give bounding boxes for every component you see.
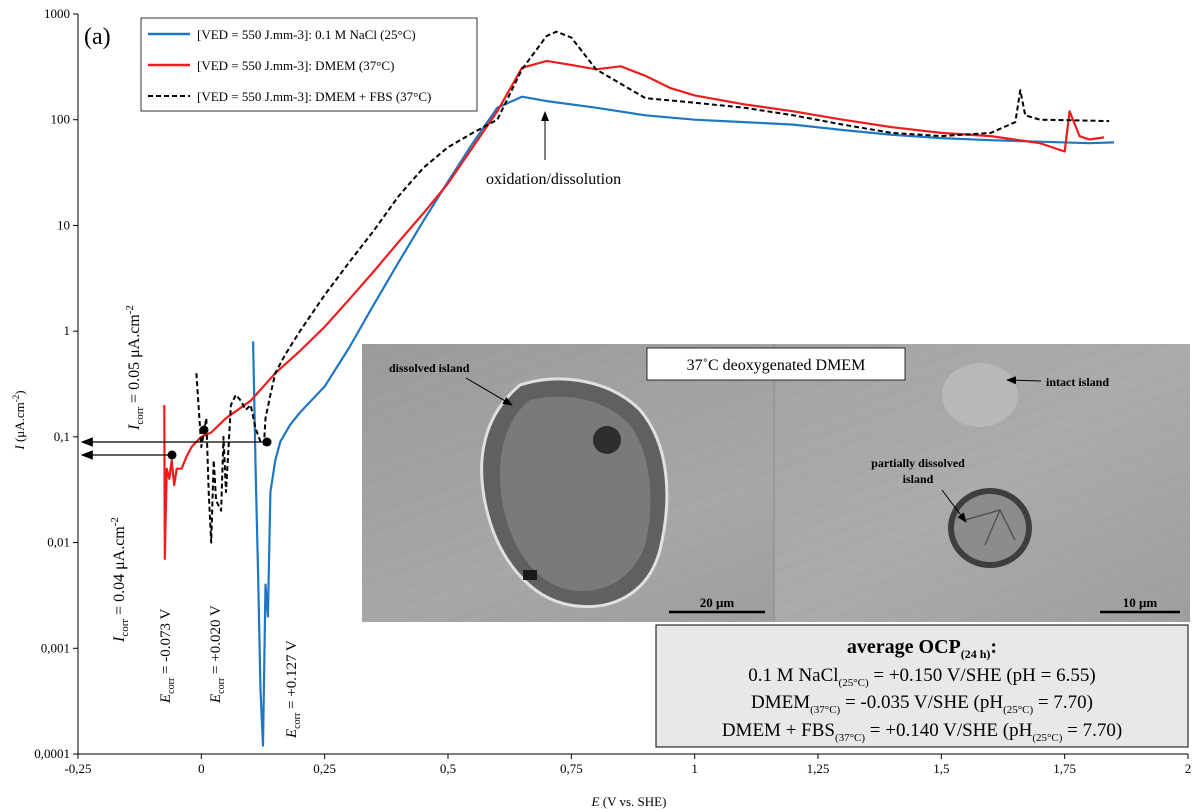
x-tick-label: 0,75 xyxy=(560,761,583,776)
x-tick-label: 1 xyxy=(691,761,698,776)
y-tick-labels: 0,0001 0,001 0,01 0,1 1 10 100 1000 xyxy=(34,6,78,761)
y-axis-title: I (μA.cm-2) xyxy=(11,390,27,450)
scalebar-right-label: 10 μm xyxy=(1123,595,1158,610)
ecorr-label-dmem: Ecorr = -0.073 V xyxy=(158,609,177,704)
y-tick-label: 10 xyxy=(57,217,70,232)
inset-title: 37˚C deoxygenated DMEM xyxy=(687,357,866,374)
x-tick-label: 1,25 xyxy=(807,761,830,776)
pit-inclusion xyxy=(593,426,621,454)
arrow-dissolved-island xyxy=(465,377,513,406)
ocp-title: average OCP(24 h): xyxy=(847,636,997,661)
label-intact-island: intact island xyxy=(1046,375,1109,389)
y-tick-label: 1 xyxy=(64,323,71,338)
legend: [VED = 550 J.mm-3]: 0.1 M NaCl (25°C) [V… xyxy=(140,17,478,112)
y-tick-label: 0,0001 xyxy=(34,746,70,761)
oxidation-label: oxidation/dissolution xyxy=(486,171,621,188)
y-tick-label: 0,01 xyxy=(47,535,70,550)
series-line-nacl xyxy=(252,95,1115,747)
ocp-box-bg xyxy=(655,624,1189,748)
x-tick-label: 1,5 xyxy=(933,761,949,776)
x-axis-title: E (V vs. SHE) xyxy=(591,794,667,809)
legend-box xyxy=(140,17,478,112)
y-tick-label: 1000 xyxy=(44,6,70,21)
ocp-box: average OCP(24 h): 0.1 M NaCl(25°C) = +0… xyxy=(655,624,1189,748)
panel-label: (a) xyxy=(84,24,111,50)
legend-label-fbs: [VED = 550 J.mm-3]: DMEM + FBS (37°C) xyxy=(197,89,431,104)
x-tick-label: 0,5 xyxy=(440,761,456,776)
arrow-partial-island xyxy=(941,489,967,523)
ocp-line-dmem: DMEM(37°C) = -0.035 V/SHE (pH(25°C) = 7.… xyxy=(751,692,1093,716)
intact-island xyxy=(942,363,1018,427)
partial-island-cracks xyxy=(964,509,1016,546)
x-tick-label: 0 xyxy=(198,761,205,776)
x-tick-label: 0,25 xyxy=(313,761,336,776)
y-tick-label: 0,001 xyxy=(41,640,70,655)
x-tick-label: -0,25 xyxy=(64,761,91,776)
y-tick-label: 0,1 xyxy=(54,429,70,444)
icorr-label-lower: Icorr = 0.04 μA.cm-2 xyxy=(109,517,131,643)
scalebar-left-label: 20 μm xyxy=(700,595,735,610)
arrow-intact-island xyxy=(1006,376,1042,385)
ecorr-point-nacl xyxy=(262,437,272,447)
x-tick-label: 1,75 xyxy=(1053,761,1076,776)
icorr-label-upper: Icorr = 0.05 μA.cm-2 xyxy=(124,305,146,431)
ecorr-label-nacl: Ecorr = +0.127 V xyxy=(284,640,303,739)
sem-inset: 37˚C deoxygenated DMEM dissolved island … xyxy=(362,344,1190,622)
partial-island xyxy=(954,494,1026,562)
label-dissolved-island: dissolved island xyxy=(389,361,470,375)
x-tick-label: 2 xyxy=(1185,761,1192,776)
legend-label-nacl: [VED = 550 J.mm-3]: 0.1 M NaCl (25°C) xyxy=(197,27,416,42)
ecorr-point-fbs xyxy=(199,425,209,435)
legend-label-dmem: [VED = 550 J.mm-3]: DMEM (37°C) xyxy=(197,58,394,73)
plot-area xyxy=(77,14,1188,755)
series-line-dmem xyxy=(163,59,1105,560)
x-tick-labels: -0,25 0 0,25 0,5 0,75 1 1,25 1,5 1,75 2 xyxy=(64,754,1191,776)
pit-particle xyxy=(523,570,537,580)
ecorr-label-fbs: Ecorr = +0.020 V xyxy=(208,605,227,704)
inset-title-box xyxy=(646,347,906,381)
series-line-fbs xyxy=(195,30,1110,544)
label-partial-island-2: island xyxy=(903,472,934,486)
y-tick-label: 100 xyxy=(51,112,71,127)
ocp-line-nacl: 0.1 M NaCl(25°C) = +0.150 V/SHE (pH = 6.… xyxy=(748,665,1095,689)
series-layer xyxy=(163,30,1115,747)
ecorr-point-dmem xyxy=(167,450,177,460)
label-partial-island-1: partially dissolved xyxy=(871,456,965,470)
ocp-line-fbs: DMEM + FBS(37°C) = +0.140 V/SHE (pH(25°C… xyxy=(722,720,1122,744)
